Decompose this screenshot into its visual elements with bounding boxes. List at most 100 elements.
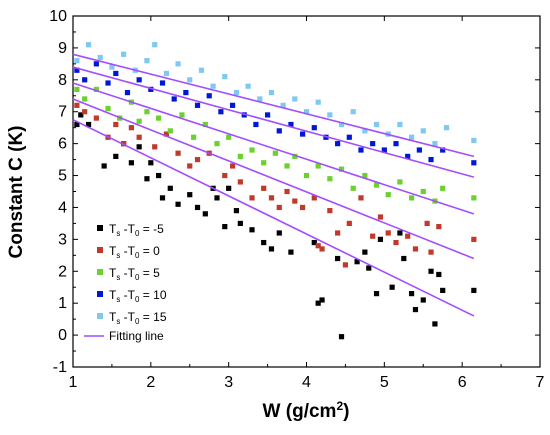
data-point-series-4: [393, 141, 399, 147]
legend-label-series-4: Ts -T0 = 10: [109, 288, 167, 304]
data-point-series-5: [315, 99, 321, 105]
data-point-series-2: [428, 249, 434, 255]
data-point-series-2: [113, 121, 119, 128]
data-point-series-1: [276, 230, 282, 236]
data-point-series-3: [338, 166, 345, 172]
data-point-series-1: [261, 239, 267, 246]
data-point-series-4: [93, 61, 99, 67]
fit-line-2: [72, 98, 475, 260]
data-point-series-4: [171, 96, 177, 102]
data-point-series-5: [97, 54, 103, 61]
data-point-series-3: [156, 115, 162, 121]
data-point-series-1: [412, 306, 419, 313]
data-point-series-1: [288, 249, 294, 255]
data-point-series-5: [408, 134, 415, 140]
data-point-series-4: [113, 70, 119, 77]
data-point-series-2: [229, 163, 236, 169]
y-tick-label: 6: [58, 136, 67, 153]
data-point-series-1: [420, 297, 426, 303]
data-point-series-3: [144, 109, 150, 115]
legend-label-fit: Fitting line: [109, 329, 164, 343]
data-point-series-1: [175, 201, 181, 207]
y-tick-label: 7: [58, 104, 67, 121]
data-point-series-1: [366, 265, 372, 271]
data-point-series-2: [74, 102, 80, 108]
data-point-series-5: [280, 102, 286, 108]
legend-label-series-1: Ts -T0 = -5: [109, 222, 164, 238]
data-point-series-2: [163, 131, 169, 137]
data-point-series-3: [105, 105, 111, 112]
data-point-series-4: [311, 125, 317, 131]
data-point-series-2: [187, 163, 193, 169]
data-point-series-4: [335, 141, 341, 147]
data-point-series-4: [471, 160, 477, 166]
data-point-series-5: [198, 67, 205, 73]
data-point-series-1: [144, 176, 150, 182]
data-point-series-5: [303, 109, 310, 115]
data-point-series-5: [362, 128, 368, 134]
data-point-series-3: [136, 118, 142, 124]
data-point-series-2: [370, 233, 376, 239]
x-tick-label: 3: [224, 374, 233, 391]
data-point-series-1: [214, 195, 220, 201]
data-point-series-1: [432, 321, 438, 327]
data-point-series-4: [264, 112, 271, 118]
data-point-series-3: [237, 153, 243, 159]
legend-marker-series-4: [97, 291, 103, 297]
data-point-series-3: [191, 134, 197, 140]
data-point-series-3: [214, 141, 220, 147]
data-point-series-5: [222, 74, 228, 80]
data-point-series-2: [315, 243, 321, 249]
data-point-series-3: [397, 179, 403, 185]
data-point-series-3: [420, 188, 426, 195]
data-point-series-4: [74, 67, 80, 73]
data-point-series-3: [272, 150, 278, 156]
data-point-series-1: [471, 287, 477, 294]
data-point-series-2: [93, 115, 99, 121]
data-point-series-1: [74, 121, 80, 128]
data-point-series-2: [276, 204, 282, 211]
data-point-series-1: [136, 144, 142, 150]
data-point-series-4: [159, 80, 166, 86]
data-point-series-2: [377, 214, 384, 220]
data-point-series-3: [93, 86, 99, 92]
data-point-series-1: [436, 271, 442, 278]
data-point-series-4: [229, 102, 236, 108]
data-point-series-1: [428, 268, 434, 274]
y-tick-label: 2: [58, 263, 67, 280]
data-point-series-2: [284, 188, 290, 195]
data-point-series-1: [128, 160, 134, 166]
data-point-series-3: [284, 163, 290, 169]
data-point-series-1: [78, 112, 84, 118]
x-tick-label: 6: [458, 374, 467, 391]
y-tick-label: -1: [53, 359, 67, 376]
data-point-series-2: [405, 233, 411, 239]
y-axis-title: Constant C (K): [6, 126, 27, 259]
data-point-series-5: [210, 83, 216, 89]
data-point-series-2: [412, 246, 419, 252]
data-point-series-2: [346, 220, 352, 227]
data-point-series-5: [471, 137, 477, 144]
data-point-series-2: [261, 185, 267, 191]
y-tick-label: 0: [58, 327, 67, 344]
legend-label-series-5: Ts -T0 = 15: [109, 310, 167, 326]
data-point-series-1: [338, 334, 345, 340]
data-point-series-5: [152, 42, 158, 48]
data-point-series-1: [194, 204, 201, 211]
data-point-series-2: [335, 230, 341, 236]
data-point-series-5: [85, 42, 92, 48]
data-point-series-3: [440, 185, 446, 191]
y-tick-label: 5: [58, 168, 67, 185]
y-tick-label: 3: [58, 231, 67, 248]
legend-marker-series-1: [97, 225, 103, 231]
data-point-series-2: [342, 262, 349, 268]
data-point-series-4: [370, 141, 376, 147]
y-tick-label: 4: [58, 199, 67, 216]
data-point-series-5: [373, 121, 380, 128]
data-point-series-4: [346, 134, 352, 140]
data-point-series-2: [175, 150, 181, 156]
data-point-series-4: [218, 109, 224, 115]
data-point-series-4: [105, 80, 111, 86]
data-point-series-1: [233, 208, 240, 214]
data-point-series-2: [292, 198, 298, 204]
